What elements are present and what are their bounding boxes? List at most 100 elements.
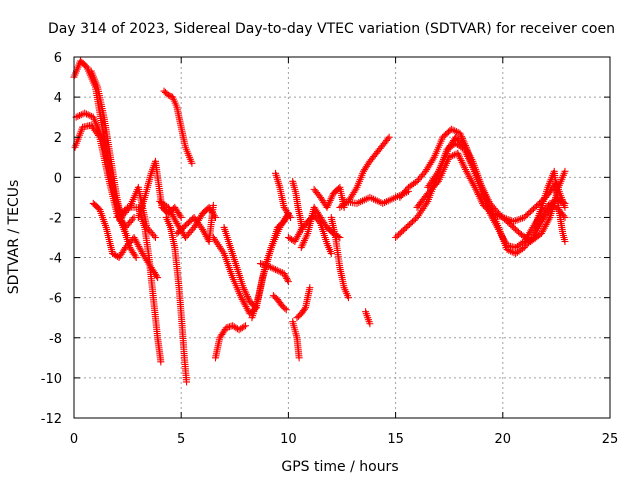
data-point (543, 219, 551, 227)
series-track-s (289, 177, 306, 233)
data-point (138, 248, 146, 256)
data-point (240, 323, 248, 331)
data-point (295, 354, 303, 362)
data-point (417, 208, 425, 216)
data-point (133, 239, 141, 247)
data-point (188, 159, 196, 167)
data-point (129, 215, 137, 223)
data-point (168, 211, 176, 219)
x-tick-label: 25 (602, 432, 619, 447)
data-point (467, 154, 475, 162)
data-point (460, 141, 468, 149)
data-point (280, 217, 288, 225)
data-point (414, 212, 422, 220)
x-tick-label: 10 (280, 432, 297, 447)
y-axis-label: SDTVAR / TECUs (6, 180, 22, 295)
data-point (324, 202, 332, 210)
series-track-t (289, 318, 303, 362)
data-point (495, 227, 503, 235)
data-point (170, 214, 178, 222)
data-point (219, 248, 227, 256)
data-point (241, 287, 249, 295)
data-point (122, 205, 130, 213)
data-point (213, 239, 221, 247)
series-track-d (87, 67, 140, 262)
data-point (300, 305, 308, 313)
chart-title: Day 314 of 2023, Sidereal Day-to-day VTE… (48, 21, 615, 37)
data-point (430, 174, 438, 182)
data-point (272, 266, 280, 274)
data-point (153, 272, 161, 280)
data-point (495, 225, 503, 233)
data-point (241, 301, 249, 309)
data-point (300, 238, 308, 246)
data-point (282, 306, 290, 314)
data-point (167, 209, 175, 217)
data-point (84, 111, 92, 119)
data-point (541, 222, 549, 230)
data-point (385, 133, 393, 141)
data-point (131, 252, 139, 260)
series-track-ag (531, 167, 569, 246)
data-point (538, 228, 546, 236)
data-point (277, 268, 285, 276)
data-point (176, 212, 184, 220)
data-point (466, 152, 474, 160)
data-point (131, 235, 139, 243)
data-point (462, 167, 470, 175)
data-point (425, 182, 433, 190)
data-point (137, 246, 145, 254)
data-point (273, 266, 281, 274)
series-track-f (113, 203, 165, 366)
data-point (447, 152, 455, 160)
data-point (561, 167, 569, 175)
y-tick-label: 0 (54, 171, 62, 186)
data-point (212, 237, 220, 245)
series-track-u (293, 284, 314, 322)
data-point (413, 213, 421, 221)
data-point (527, 227, 535, 235)
data-point (171, 216, 179, 224)
data-marks (70, 57, 569, 386)
data-point (328, 193, 336, 201)
data-point (501, 238, 509, 246)
data-point (528, 225, 536, 233)
data-point (285, 212, 293, 220)
data-point (240, 299, 248, 307)
data-point (196, 213, 204, 221)
data-point (498, 233, 506, 241)
x-tick-label: 15 (387, 432, 404, 447)
series-track-q (269, 292, 290, 314)
data-point (457, 131, 465, 139)
data-point (494, 224, 502, 232)
data-point (217, 244, 225, 252)
data-point (533, 226, 541, 234)
data-point (297, 244, 305, 252)
data-point (157, 358, 165, 366)
data-point (493, 222, 501, 230)
axis-ticks: 0 5 10 15 20 25 -12 -10 -8 -6 -4 -2 0 2 4 6 (41, 51, 619, 447)
data-point (461, 143, 469, 151)
data-point (500, 236, 508, 244)
data-point (136, 244, 144, 252)
series-track-h (160, 87, 196, 167)
data-point (132, 237, 140, 245)
data-point (466, 174, 474, 182)
data-point (431, 173, 439, 181)
data-point (243, 291, 251, 299)
data-point (490, 217, 498, 225)
data-point (150, 232, 158, 240)
data-point (426, 180, 434, 188)
data-point (464, 148, 472, 156)
data-point (420, 203, 428, 211)
data-point (209, 201, 217, 209)
series-track-k (173, 201, 217, 246)
data-point (447, 125, 455, 133)
data-point (166, 207, 174, 215)
data-point (299, 240, 307, 248)
data-point (214, 241, 222, 249)
data-point (561, 238, 569, 246)
data-point (134, 241, 142, 249)
data-point (300, 237, 308, 245)
data-point (301, 235, 309, 243)
